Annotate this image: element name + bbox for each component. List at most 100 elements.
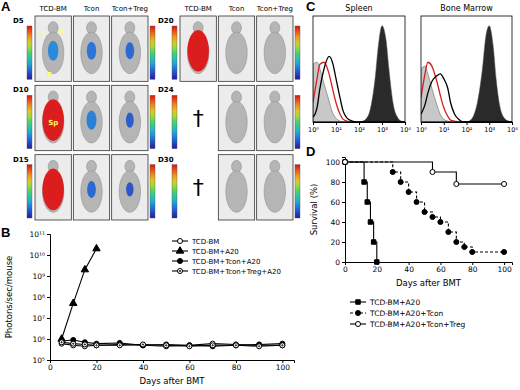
x-tick-label: 10⁰ <box>416 126 427 134</box>
color-bar <box>150 26 155 79</box>
image-frame <box>35 85 71 150</box>
legend-symbol <box>355 321 360 326</box>
x-tick-label: 60 <box>185 363 195 372</box>
marker <box>140 343 145 348</box>
x-tick-mark <box>512 122 513 125</box>
signal <box>42 169 63 211</box>
x-tick: 40 <box>139 360 149 372</box>
x-tick-label: 20 <box>373 265 383 274</box>
marker <box>187 343 192 348</box>
organ-label: Sp <box>48 119 58 127</box>
marker <box>187 343 192 348</box>
marker <box>502 249 507 254</box>
color-bar <box>27 26 32 79</box>
x-tick-label: 10³ <box>484 126 495 134</box>
y-tick-mark <box>47 318 50 319</box>
series-line <box>62 249 97 339</box>
y-tick-label: 10¹⁰ <box>29 251 45 260</box>
series-line <box>345 162 504 184</box>
mouse-body <box>42 32 63 74</box>
column-header: TCD-BM <box>39 5 67 13</box>
signal <box>48 41 58 61</box>
marker <box>280 343 285 348</box>
x-tick-label: 20 <box>92 363 102 372</box>
image-frame <box>218 85 254 150</box>
marker <box>390 169 395 174</box>
color-bar <box>172 165 177 218</box>
mouse-body <box>119 101 140 143</box>
marker <box>438 219 443 224</box>
marker <box>70 299 77 305</box>
row-label: D30 <box>158 156 174 164</box>
x-tick: 10⁴ <box>507 122 518 134</box>
x-tick-mark <box>405 122 406 125</box>
histogram-line <box>421 74 512 122</box>
x-tick-mark <box>382 122 383 125</box>
mouse-body <box>264 101 285 143</box>
marker <box>343 160 347 164</box>
x-tick-label: 10¹ <box>331 126 342 134</box>
x-axis-line <box>346 263 513 266</box>
x-tick: 0 <box>343 262 348 274</box>
marker <box>414 199 419 204</box>
x-tick-label: 0 <box>48 363 53 372</box>
color-bar <box>150 95 155 148</box>
y-tick: 10¹¹ <box>29 230 50 239</box>
y-tick: 80 <box>330 178 345 187</box>
color-bar <box>27 165 32 218</box>
marker <box>164 342 169 347</box>
marker <box>342 159 347 164</box>
row-label: D24 <box>158 86 174 94</box>
signal <box>87 181 96 198</box>
x-tick-label: 100 <box>497 265 512 274</box>
x-tick: 10² <box>462 122 473 134</box>
x-tick: 0 <box>48 360 53 372</box>
chart-title: Spleen <box>345 4 372 13</box>
marker <box>422 209 427 214</box>
y-tick-label: 10¹¹ <box>29 230 45 239</box>
y-tick-mark <box>342 222 345 223</box>
y-axis-title: Survival (%) <box>309 184 319 236</box>
series-line <box>345 162 377 262</box>
marker <box>502 181 507 186</box>
marker <box>280 343 285 348</box>
y-tick-label: 80 <box>330 178 340 187</box>
image-frame <box>180 16 216 81</box>
y-tick-label: 60 <box>330 198 340 207</box>
figure: ATCD-BMTconTcon+TregTCD-BMTconTcon+TregD… <box>0 0 520 390</box>
x-tick: 80 <box>232 360 242 372</box>
mouse-body <box>226 171 247 213</box>
x-tick: 20 <box>92 360 102 372</box>
y-tick: 10⁷ <box>32 314 50 323</box>
x-axis-title: Days after BMT <box>396 278 462 288</box>
organ-label: F <box>47 71 52 79</box>
y-tick-mark <box>342 262 345 263</box>
death-mark: † <box>193 175 204 200</box>
legend-label: TCD-BM+Tcon+Treg+A20 <box>191 268 281 276</box>
marker <box>164 344 169 349</box>
histogram-panel: CSpleen10⁰10¹10²10³10⁴ <box>306 0 411 134</box>
image-frame <box>35 155 71 220</box>
mouse-body <box>119 32 140 74</box>
legend: TCD-BM+A20TCD-BM+A20+TconTCD-BM+A20+Tcon… <box>350 298 466 329</box>
y-tick-label: 10⁸ <box>32 293 45 302</box>
x-tick-label: 40 <box>139 363 149 372</box>
color-bar <box>295 165 300 218</box>
color-bar <box>172 95 177 148</box>
color-bar <box>27 95 32 148</box>
x-axis-line <box>51 361 295 364</box>
x-axis: 10⁰10¹10²10³10⁴ <box>308 122 411 134</box>
y-axis-line <box>47 235 51 361</box>
y-tick-label: 10⁹ <box>32 272 45 281</box>
marker <box>233 343 238 348</box>
signal <box>87 110 97 129</box>
organ-label: H <box>58 28 64 36</box>
signal <box>42 99 63 141</box>
y-tick-mark <box>342 182 345 183</box>
mouse-body <box>119 171 140 213</box>
y-tick-mark <box>47 255 50 256</box>
legend-item: TCD-BM+A20+Tcon+Treg <box>350 320 466 329</box>
y-tick: 0 <box>335 258 345 267</box>
row-label: D10 <box>13 86 29 94</box>
plot-frame <box>313 16 405 122</box>
